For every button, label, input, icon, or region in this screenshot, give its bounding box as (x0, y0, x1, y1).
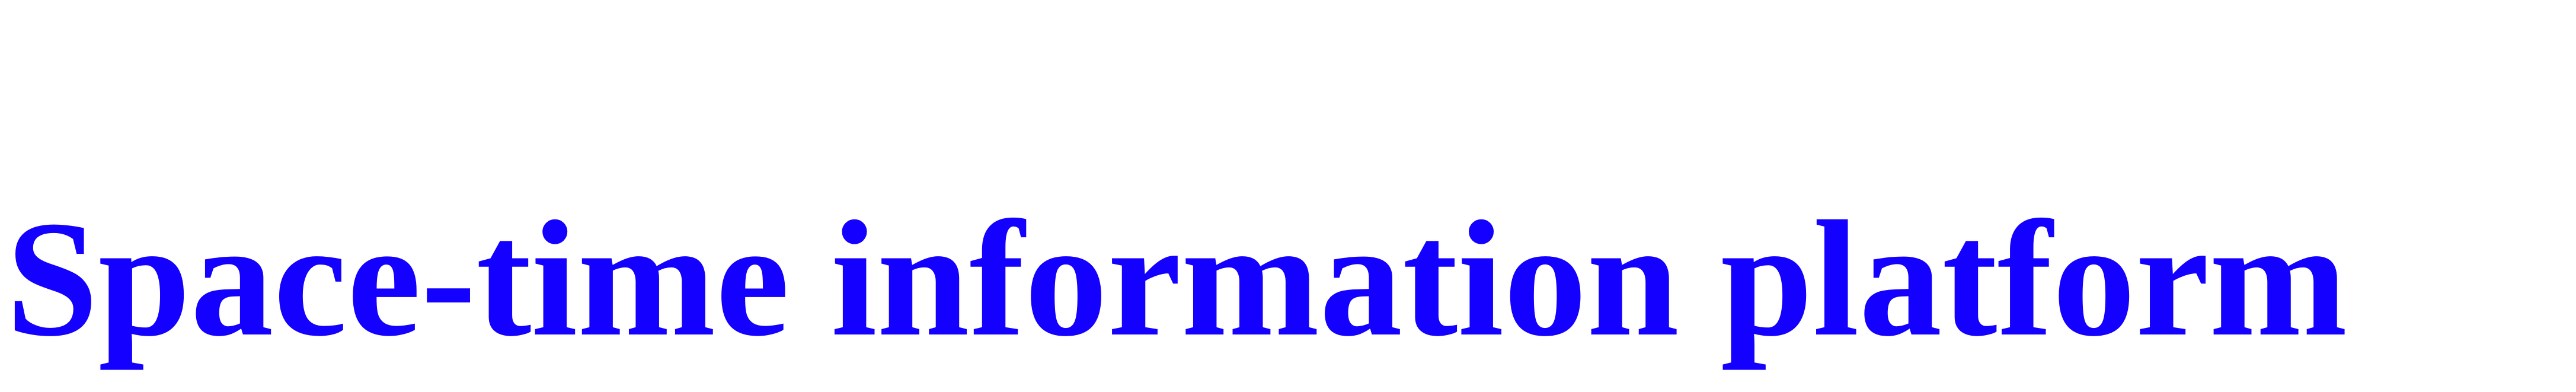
paper-title: Space-time information platform with a c… (0, 0, 2576, 392)
title-line-1: Space-time information platform (6, 186, 2347, 371)
